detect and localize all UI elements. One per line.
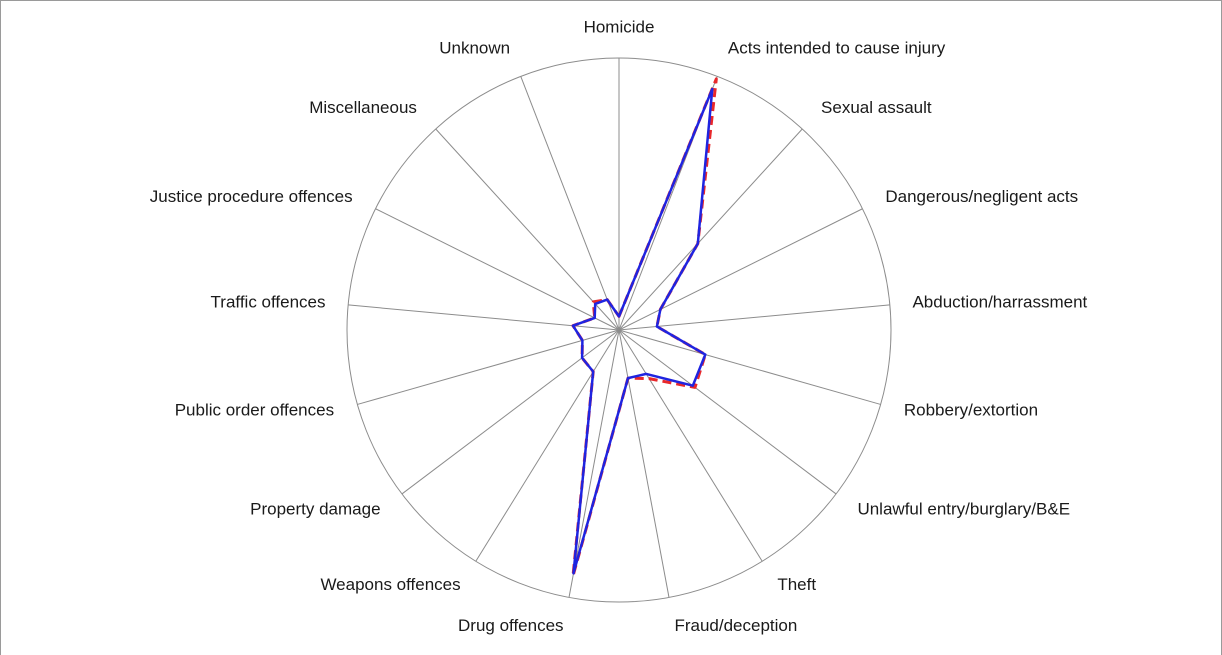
category-label: Justice procedure offences	[150, 187, 353, 206]
category-label: Public order offences	[175, 401, 334, 420]
category-label: Fraud/deception	[674, 616, 797, 635]
spoke	[435, 128, 620, 331]
series-line	[571, 87, 714, 575]
spoke	[618, 329, 837, 495]
spoke	[618, 329, 670, 598]
spoke	[475, 329, 620, 562]
category-label: Unlawful entry/burglary/B&E	[857, 500, 1070, 519]
category-label: Miscellaneous	[309, 98, 417, 117]
category-label: Homicide	[584, 17, 655, 36]
category-label: Unknown	[439, 38, 510, 57]
spoke	[618, 304, 890, 331]
outer-ring	[346, 57, 892, 603]
category-label: Dangerous/negligent acts	[885, 187, 1078, 206]
spoke	[357, 329, 620, 405]
spoke	[568, 329, 620, 598]
category-label: Acts intended to cause injury	[728, 38, 946, 57]
spoke	[375, 208, 620, 331]
category-label: Drug offences	[458, 616, 564, 635]
category-label: Traffic offences	[211, 292, 326, 311]
category-label: Abduction/harrassment	[912, 292, 1087, 311]
category-label: Robbery/extortion	[904, 401, 1038, 420]
category-label: Sexual assault	[821, 98, 932, 117]
category-label: Property damage	[250, 500, 380, 519]
spoke	[618, 128, 803, 331]
spoke	[618, 329, 881, 405]
category-label: Theft	[777, 575, 816, 594]
spoke	[520, 76, 620, 331]
spoke	[618, 329, 763, 562]
category-label: Weapons offences	[320, 575, 460, 594]
